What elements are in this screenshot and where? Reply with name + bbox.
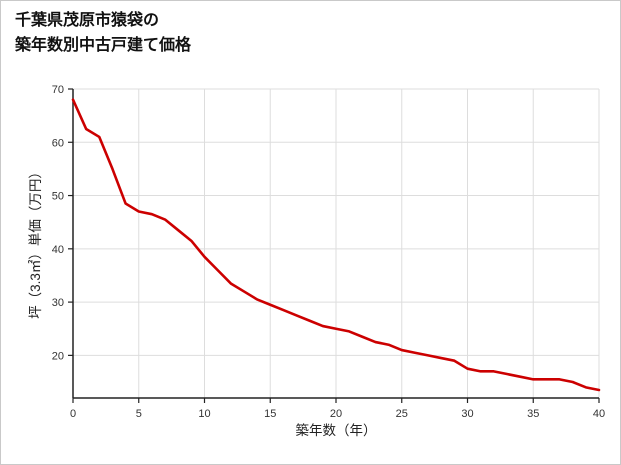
x-tick-label: 40 [593, 408, 605, 420]
y-axis-label: 坪（3.3㎡）単価（万円） [28, 165, 43, 319]
y-tick-label: 50 [52, 191, 64, 203]
x-tick-label: 10 [198, 408, 210, 420]
x-tick-label: 15 [264, 408, 276, 420]
x-axis-label: 築年数（年） [295, 423, 377, 438]
chart-title: 千葉県茂原市猿袋の築年数別中古戸建て価格 [15, 9, 191, 59]
x-tick-label: 5 [136, 408, 142, 420]
x-tick-label: 30 [461, 408, 473, 420]
x-tick-label: 35 [527, 408, 539, 420]
chart-title-line1: 千葉県茂原市猿袋の [15, 12, 160, 29]
x-tick-label: 25 [396, 408, 408, 420]
y-tick-label: 40 [52, 244, 64, 256]
x-tick-label: 0 [70, 408, 76, 420]
y-tick-label: 70 [52, 84, 64, 96]
chart-title-line2: 築年数別中古戸建て価格 [15, 36, 192, 54]
y-tick-label: 60 [52, 137, 64, 149]
y-tick-label: 30 [52, 297, 64, 309]
y-tick-label: 20 [52, 350, 64, 362]
x-tick-label: 20 [330, 408, 342, 420]
price-line-series [71, 98, 601, 392]
